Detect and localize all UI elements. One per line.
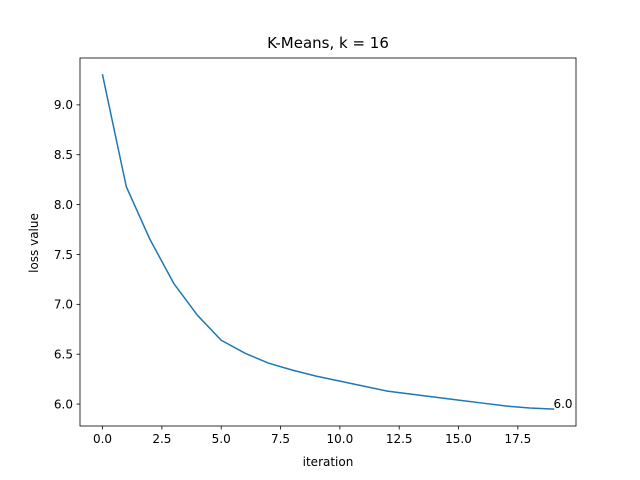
x-tick-label: 5.0	[212, 432, 231, 446]
y-tick-label: 9.0	[54, 98, 73, 112]
x-tick-label: 2.5	[152, 432, 171, 446]
axes-frame	[79, 57, 577, 427]
x-axis-label: iteration	[303, 455, 354, 469]
y-tick-label: 8.0	[54, 198, 73, 212]
x-tick-label: 7.5	[271, 432, 290, 446]
plot-area: 0.0 2.5 5.0 7.5 10.0 12.5 15.0 17.5 6.0 6.5 7.0 7.5…	[54, 57, 577, 446]
x-tick-label: 12.5	[386, 432, 413, 446]
y-tick-label: 8.5	[54, 148, 73, 162]
series-line-0	[101, 74, 555, 410]
y-axis-label: loss value	[27, 213, 41, 273]
y-tick-label: 7.0	[54, 298, 73, 312]
x-tick-label: 17.5	[504, 432, 531, 446]
y-tick-label: 7.5	[54, 248, 73, 262]
y-tick-label: 6.0	[54, 397, 73, 411]
x-tick-label: 0.0	[93, 432, 112, 446]
chart-title: K-Means, k = 16	[267, 34, 389, 52]
x-tick-label: 15.0	[445, 432, 472, 446]
y-tick-label: 6.5	[54, 347, 73, 361]
data-label: 6.0	[553, 397, 572, 411]
x-tick-label: 10.0	[327, 432, 354, 446]
